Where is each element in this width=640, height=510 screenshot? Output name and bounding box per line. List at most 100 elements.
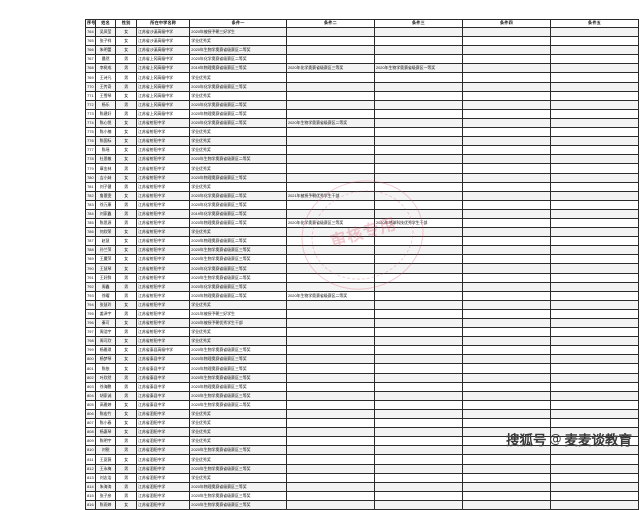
cell-condition-2: [285, 236, 375, 247]
cell-condition-4: [461, 81, 551, 92]
cell-school: 江苏省沙溪高级中学: [136, 36, 191, 47]
cell-condition-1: 2019年物理奥赛省级赛区三等奖: [189, 63, 287, 74]
cell-index: 795: [85, 308, 96, 320]
cell-gender: 男: [115, 81, 138, 92]
table-row: 802 叶欣然男江苏省泰县中学 2020年生物学奥赛省级赛区三等奖: [85, 372, 640, 383]
cell-condition-3: [373, 117, 463, 129]
cell-condition-5: [549, 154, 640, 165]
cell-gender: 男: [115, 445, 138, 456]
cell-index: 811: [85, 454, 96, 465]
cell-condition-3: [373, 354, 463, 365]
cell-condition-5: [549, 272, 640, 283]
cell-name: 刘锐: [94, 445, 117, 456]
cell-condition-5: [549, 90, 640, 101]
cell-condition-2: [285, 281, 375, 292]
cell-condition-2: [285, 54, 375, 65]
cell-condition-2: [285, 436, 375, 447]
table-row: 790 王慧琴女江苏省射阳中学 2020年化学奥赛省级赛区三等奖: [85, 263, 640, 274]
cell-condition-5: [549, 454, 640, 465]
cell-condition-2: [285, 308, 375, 320]
cell-condition-4: [461, 345, 551, 356]
cell-gender: 男: [115, 208, 138, 219]
cell-name: 秦可: [94, 317, 117, 329]
cell-condition-3: [373, 481, 463, 492]
cell-name: 王传奇: [94, 81, 117, 92]
cell-index: 768: [85, 63, 96, 74]
table-row: 772 杨乐男江苏省上冈高级中学 2020年化学奥赛省级赛区二等奖: [85, 99, 640, 110]
cell-school: 江苏省上冈高级中学: [136, 81, 191, 92]
cell-condition-2: 2020年生物学奥赛省级赛区二等奖: [285, 290, 375, 301]
cell-school: 江苏省射阳中学: [136, 163, 191, 174]
cell-condition-3: [373, 390, 463, 401]
cell-school: 江苏省泗阳中学: [136, 418, 191, 429]
cell-name: 赵慧: [94, 236, 117, 247]
table-row: 798 周可欣女江苏省射阳中学 学业优秀奖: [85, 336, 640, 347]
cell-condition-2: [285, 99, 375, 110]
cell-gender: 女: [115, 299, 138, 310]
cell-school: 江苏省上冈高级中学: [136, 108, 191, 119]
cell-condition-3: [373, 345, 463, 356]
cell-school: 江苏省泗阳中学: [136, 427, 191, 438]
cell-condition-4: [461, 490, 551, 501]
cell-school: 江苏省射阳中学: [136, 336, 191, 347]
cell-condition-4: [461, 172, 551, 183]
table-header: 序号 姓名 性别 所在中学名称 条件一 条件二 条件三 条件四 条件五: [85, 19, 640, 28]
cell-condition-5: [549, 108, 640, 119]
cell-name: 李树成: [94, 63, 117, 74]
cell-school: 江苏省沙溪高级中学: [136, 45, 191, 56]
cell-condition-4: [461, 263, 551, 274]
table-row: 812 王永梅男江苏省泗阳中学 2020年生物学奥赛省级赛区三等奖: [85, 463, 640, 474]
cell-index: 781: [85, 181, 96, 192]
cell-school: 江苏省射阳中学: [136, 227, 191, 238]
cell-gender: 女: [115, 263, 138, 274]
cell-gender: 男: [115, 181, 138, 192]
table-row: 771 王雪琴女江苏省上冈高级中学 学业优秀奖: [85, 90, 640, 101]
cell-condition-5: [549, 72, 640, 83]
cell-condition-1: 2020年物理奥赛省级赛区三等奖: [189, 481, 287, 492]
cell-condition-1: 2019年化学奥赛省级赛区二等奖: [189, 208, 287, 219]
table-row: 778 杜思敏女江苏省射阳中学 2020年生物学奥赛省级赛区二等奖: [85, 154, 640, 165]
cell-condition-3: [373, 254, 463, 265]
cell-condition-2: [285, 427, 375, 438]
cell-gender: 女: [115, 117, 138, 129]
cell-condition-2: [285, 490, 375, 501]
cell-condition-5: [549, 190, 640, 201]
cell-name: 王永梅: [94, 463, 117, 474]
cell-name: 徐海鹏: [94, 381, 117, 392]
cell-school: 江苏省泗阳中学: [136, 436, 191, 447]
cell-condition-1: 学业优秀奖: [189, 299, 287, 310]
cell-name: 鲁蕙雯: [94, 190, 117, 201]
cell-condition-5: [549, 299, 640, 310]
cell-condition-3: [373, 408, 463, 420]
cell-condition-1: 2020年物理奥赛省级赛区三等奖: [189, 354, 287, 365]
cell-condition-1: 学业优秀奖: [189, 227, 287, 238]
cell-index: 785: [85, 217, 96, 229]
cell-condition-1: 2020年生物学奥赛省级赛区三等奖: [189, 445, 287, 456]
cell-index: 806: [85, 408, 96, 420]
cell-index: 779: [85, 163, 96, 174]
cell-gender: 男: [115, 436, 138, 447]
cell-condition-3: [373, 454, 463, 465]
cell-school: 江苏省射阳中学: [136, 199, 191, 210]
cell-condition-3: [373, 136, 463, 147]
cell-gender: 男: [115, 72, 138, 83]
cell-condition-2: 2020年化学奥赛省级赛区三等奖: [285, 217, 375, 229]
cell-index: 803: [85, 381, 96, 392]
cell-name: 晨然: [94, 54, 117, 65]
cell-name: 周鑫: [94, 281, 117, 292]
cell-condition-1: 学业优秀奖: [189, 36, 287, 47]
cell-gender: 女: [115, 345, 138, 356]
cell-school: 江苏省射阳中学: [136, 245, 191, 256]
cell-condition-1: 2020年物理奥赛省级赛区二等奖: [189, 236, 287, 247]
table-row: 766 朱明蕾女江苏省沙溪高级中学 2020年生物学奥赛省级赛区二等奖: [85, 45, 640, 56]
cell-index: 816: [85, 499, 96, 510]
cell-condition-2: [285, 26, 375, 38]
table-row: 782 鲁蕙雯女江苏省射阳中学 2020年化学奥赛省级赛区二等奖 2021年被授予朝优…: [85, 190, 640, 201]
cell-gender: 男: [115, 290, 138, 301]
cell-condition-1: 2020年被授予朝三好学生: [189, 26, 287, 38]
cell-gender: 女: [115, 154, 138, 165]
table-row: 813 刘志浩男江苏省泗阳中学 学业优秀奖: [85, 472, 640, 483]
cell-condition-5: [549, 499, 640, 510]
cell-condition-4: [461, 117, 551, 129]
cell-name: 陈瑶: [94, 145, 117, 156]
